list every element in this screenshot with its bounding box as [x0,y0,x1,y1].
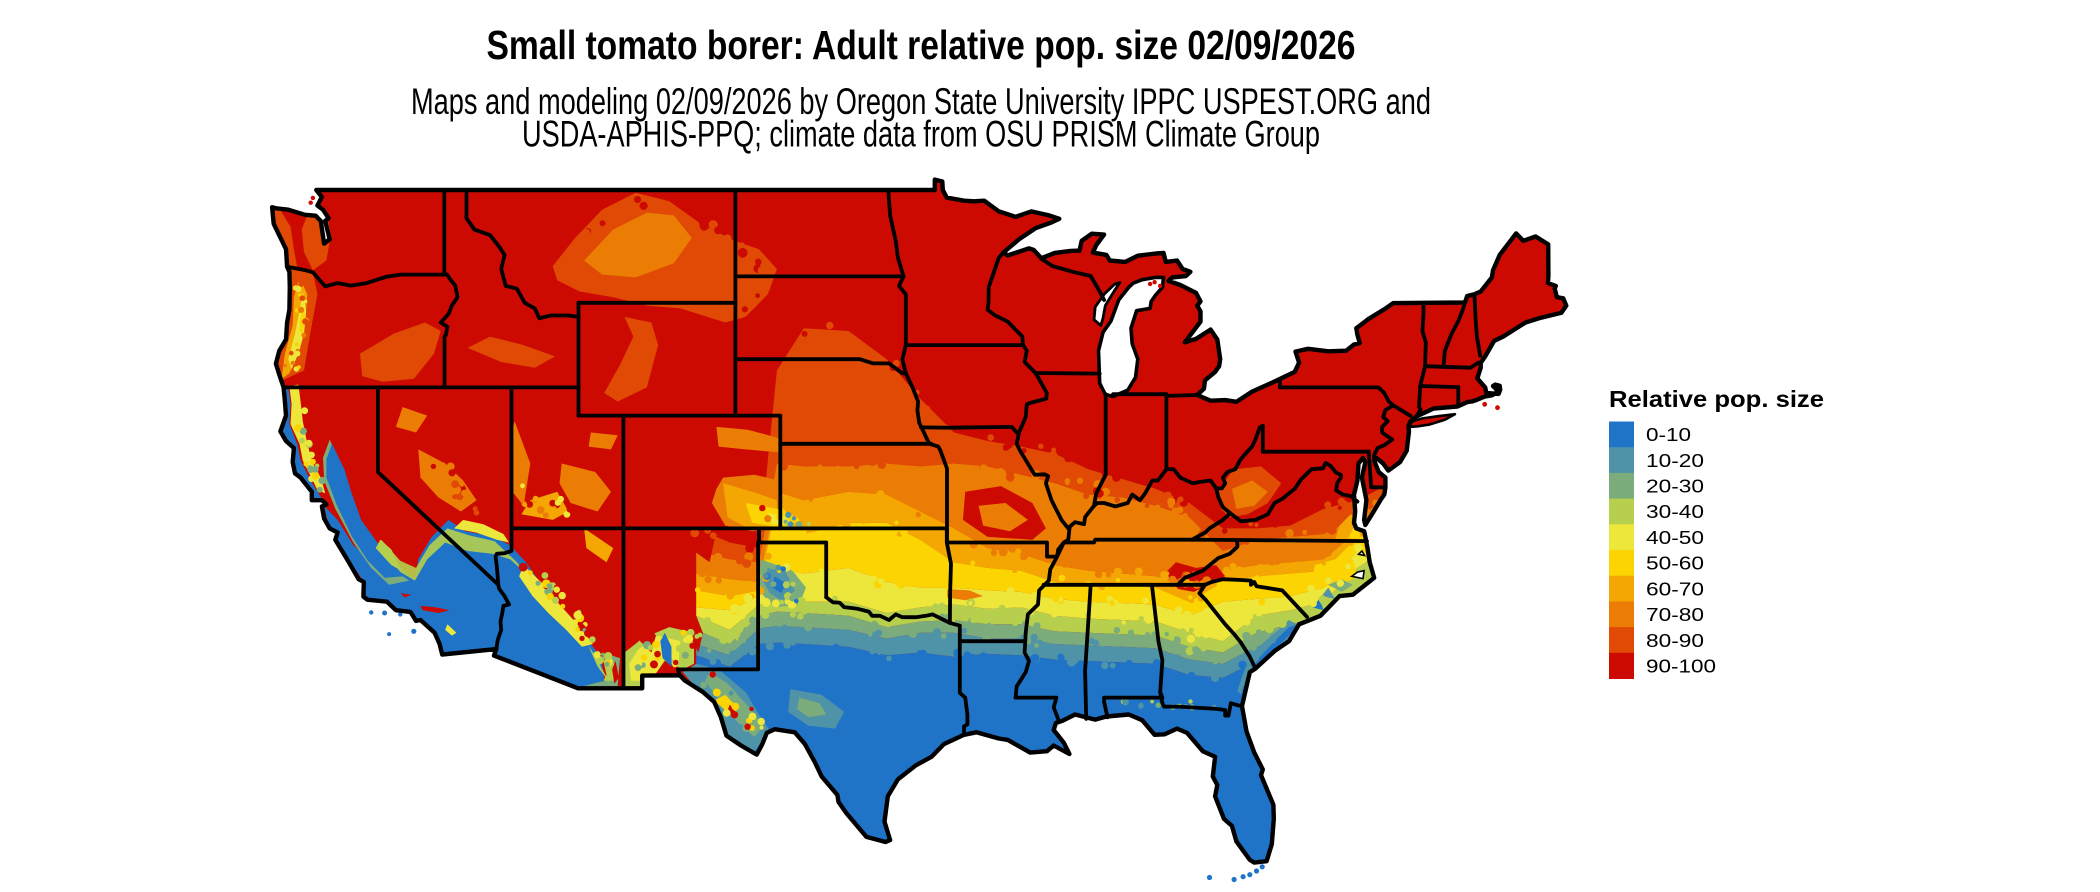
svg-text:0-10: 0-10 [1646,424,1691,445]
svg-text:70-80: 70-80 [1646,604,1704,625]
svg-text:Maps and modeling 02/09/2026 b: Maps and modeling 02/09/2026 by Oregon S… [411,81,1431,122]
svg-text:USDA-APHIS-PPQ; climate data f: USDA-APHIS-PPQ; climate data from OSU PR… [522,114,1320,155]
svg-text:Relative pop. size: Relative pop. size [1609,386,1824,412]
svg-text:40-50: 40-50 [1646,527,1704,548]
svg-text:10-20: 10-20 [1646,450,1704,471]
svg-text:20-30: 20-30 [1646,476,1704,497]
svg-text:50-60: 50-60 [1646,553,1704,574]
svg-text:Small tomato borer: Adult rela: Small tomato borer: Adult relative pop. … [487,22,1356,68]
svg-text:90-100: 90-100 [1646,655,1716,676]
svg-text:60-70: 60-70 [1646,578,1704,599]
svg-text:30-40: 30-40 [1646,501,1704,522]
svg-text:80-90: 80-90 [1646,630,1704,651]
